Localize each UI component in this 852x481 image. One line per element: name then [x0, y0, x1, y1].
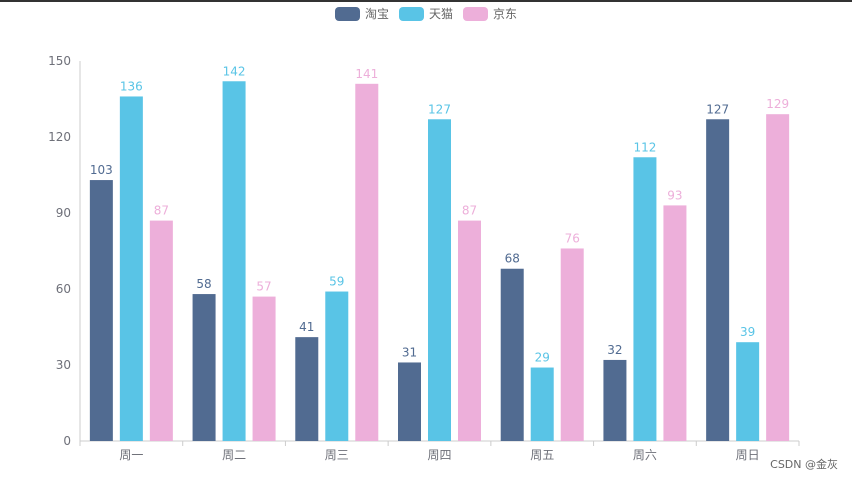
data-label: 32: [607, 343, 622, 357]
bar: [295, 337, 319, 441]
bar: [325, 291, 349, 441]
legend-swatch-taobao: [334, 6, 360, 21]
data-label: 29: [535, 351, 550, 365]
bar: [398, 362, 421, 441]
legend-label-tmall: 天猫: [428, 7, 453, 21]
legend-label-jd: 京东: [493, 7, 518, 21]
legend-swatch-jd: [463, 6, 488, 21]
data-label: 57: [256, 280, 271, 294]
data-label: 103: [90, 163, 113, 177]
data-label: 127: [706, 102, 729, 116]
data-label: 31: [402, 345, 417, 359]
data-label: 112: [633, 140, 656, 154]
watermark: CSDN @金灰: [770, 458, 838, 471]
bar: [766, 114, 790, 441]
data-label: 129: [766, 97, 789, 111]
bar: [633, 157, 657, 441]
y-tick-label: 120: [48, 130, 71, 144]
bar: [89, 180, 113, 442]
data-label: 141: [355, 67, 378, 81]
bar: [560, 248, 584, 441]
bar: [663, 205, 687, 441]
bar: [355, 83, 379, 442]
x-tick-label: 周二: [222, 448, 246, 462]
data-label: 41: [299, 320, 314, 334]
bar: [119, 96, 143, 441]
data-label: 76: [565, 231, 580, 245]
y-tick-label: 30: [56, 358, 71, 372]
top-border: [0, 0, 852, 2]
legend-swatch-tmall: [398, 6, 424, 21]
data-label: 87: [154, 204, 169, 218]
legend-label-taobao: 淘宝: [364, 7, 389, 21]
data-label: 59: [329, 275, 344, 289]
data-label: 142: [223, 64, 246, 78]
x-tick-label: 周一: [119, 448, 143, 462]
data-label: 58: [196, 277, 211, 291]
bar: [706, 119, 730, 442]
y-tick-label: 0: [63, 434, 71, 448]
bar: [736, 342, 760, 441]
x-tick-label: 周三: [325, 448, 349, 462]
data-label: 127: [428, 102, 451, 116]
legend: 淘宝 天猫 京东: [0, 5, 852, 22]
bar: [222, 81, 246, 442]
bar: [500, 268, 524, 441]
bar: [192, 294, 216, 441]
bar: [603, 359, 627, 441]
bar: [530, 367, 554, 441]
legend-item-jd[interactable]: 京东: [463, 5, 517, 22]
x-tick-label: 周日: [736, 448, 760, 462]
y-tick-label: 150: [48, 54, 71, 68]
x-tick-label: 周五: [530, 448, 554, 462]
x-tick-label: 周六: [633, 448, 657, 462]
legend-item-taobao[interactable]: 淘宝: [334, 5, 389, 22]
bar: [252, 296, 276, 441]
bar: [458, 220, 481, 441]
bar: [149, 220, 173, 441]
x-tick-label: 周四: [427, 448, 451, 462]
data-label: 39: [740, 325, 755, 339]
bar: [428, 119, 451, 442]
data-label: 136: [120, 79, 143, 93]
legend-item-tmall[interactable]: 天猫: [398, 5, 453, 22]
data-label: 93: [667, 188, 682, 202]
y-tick-label: 60: [56, 282, 71, 296]
data-label: 68: [505, 252, 520, 266]
y-tick-label: 90: [56, 206, 71, 220]
data-label: 87: [462, 204, 477, 218]
